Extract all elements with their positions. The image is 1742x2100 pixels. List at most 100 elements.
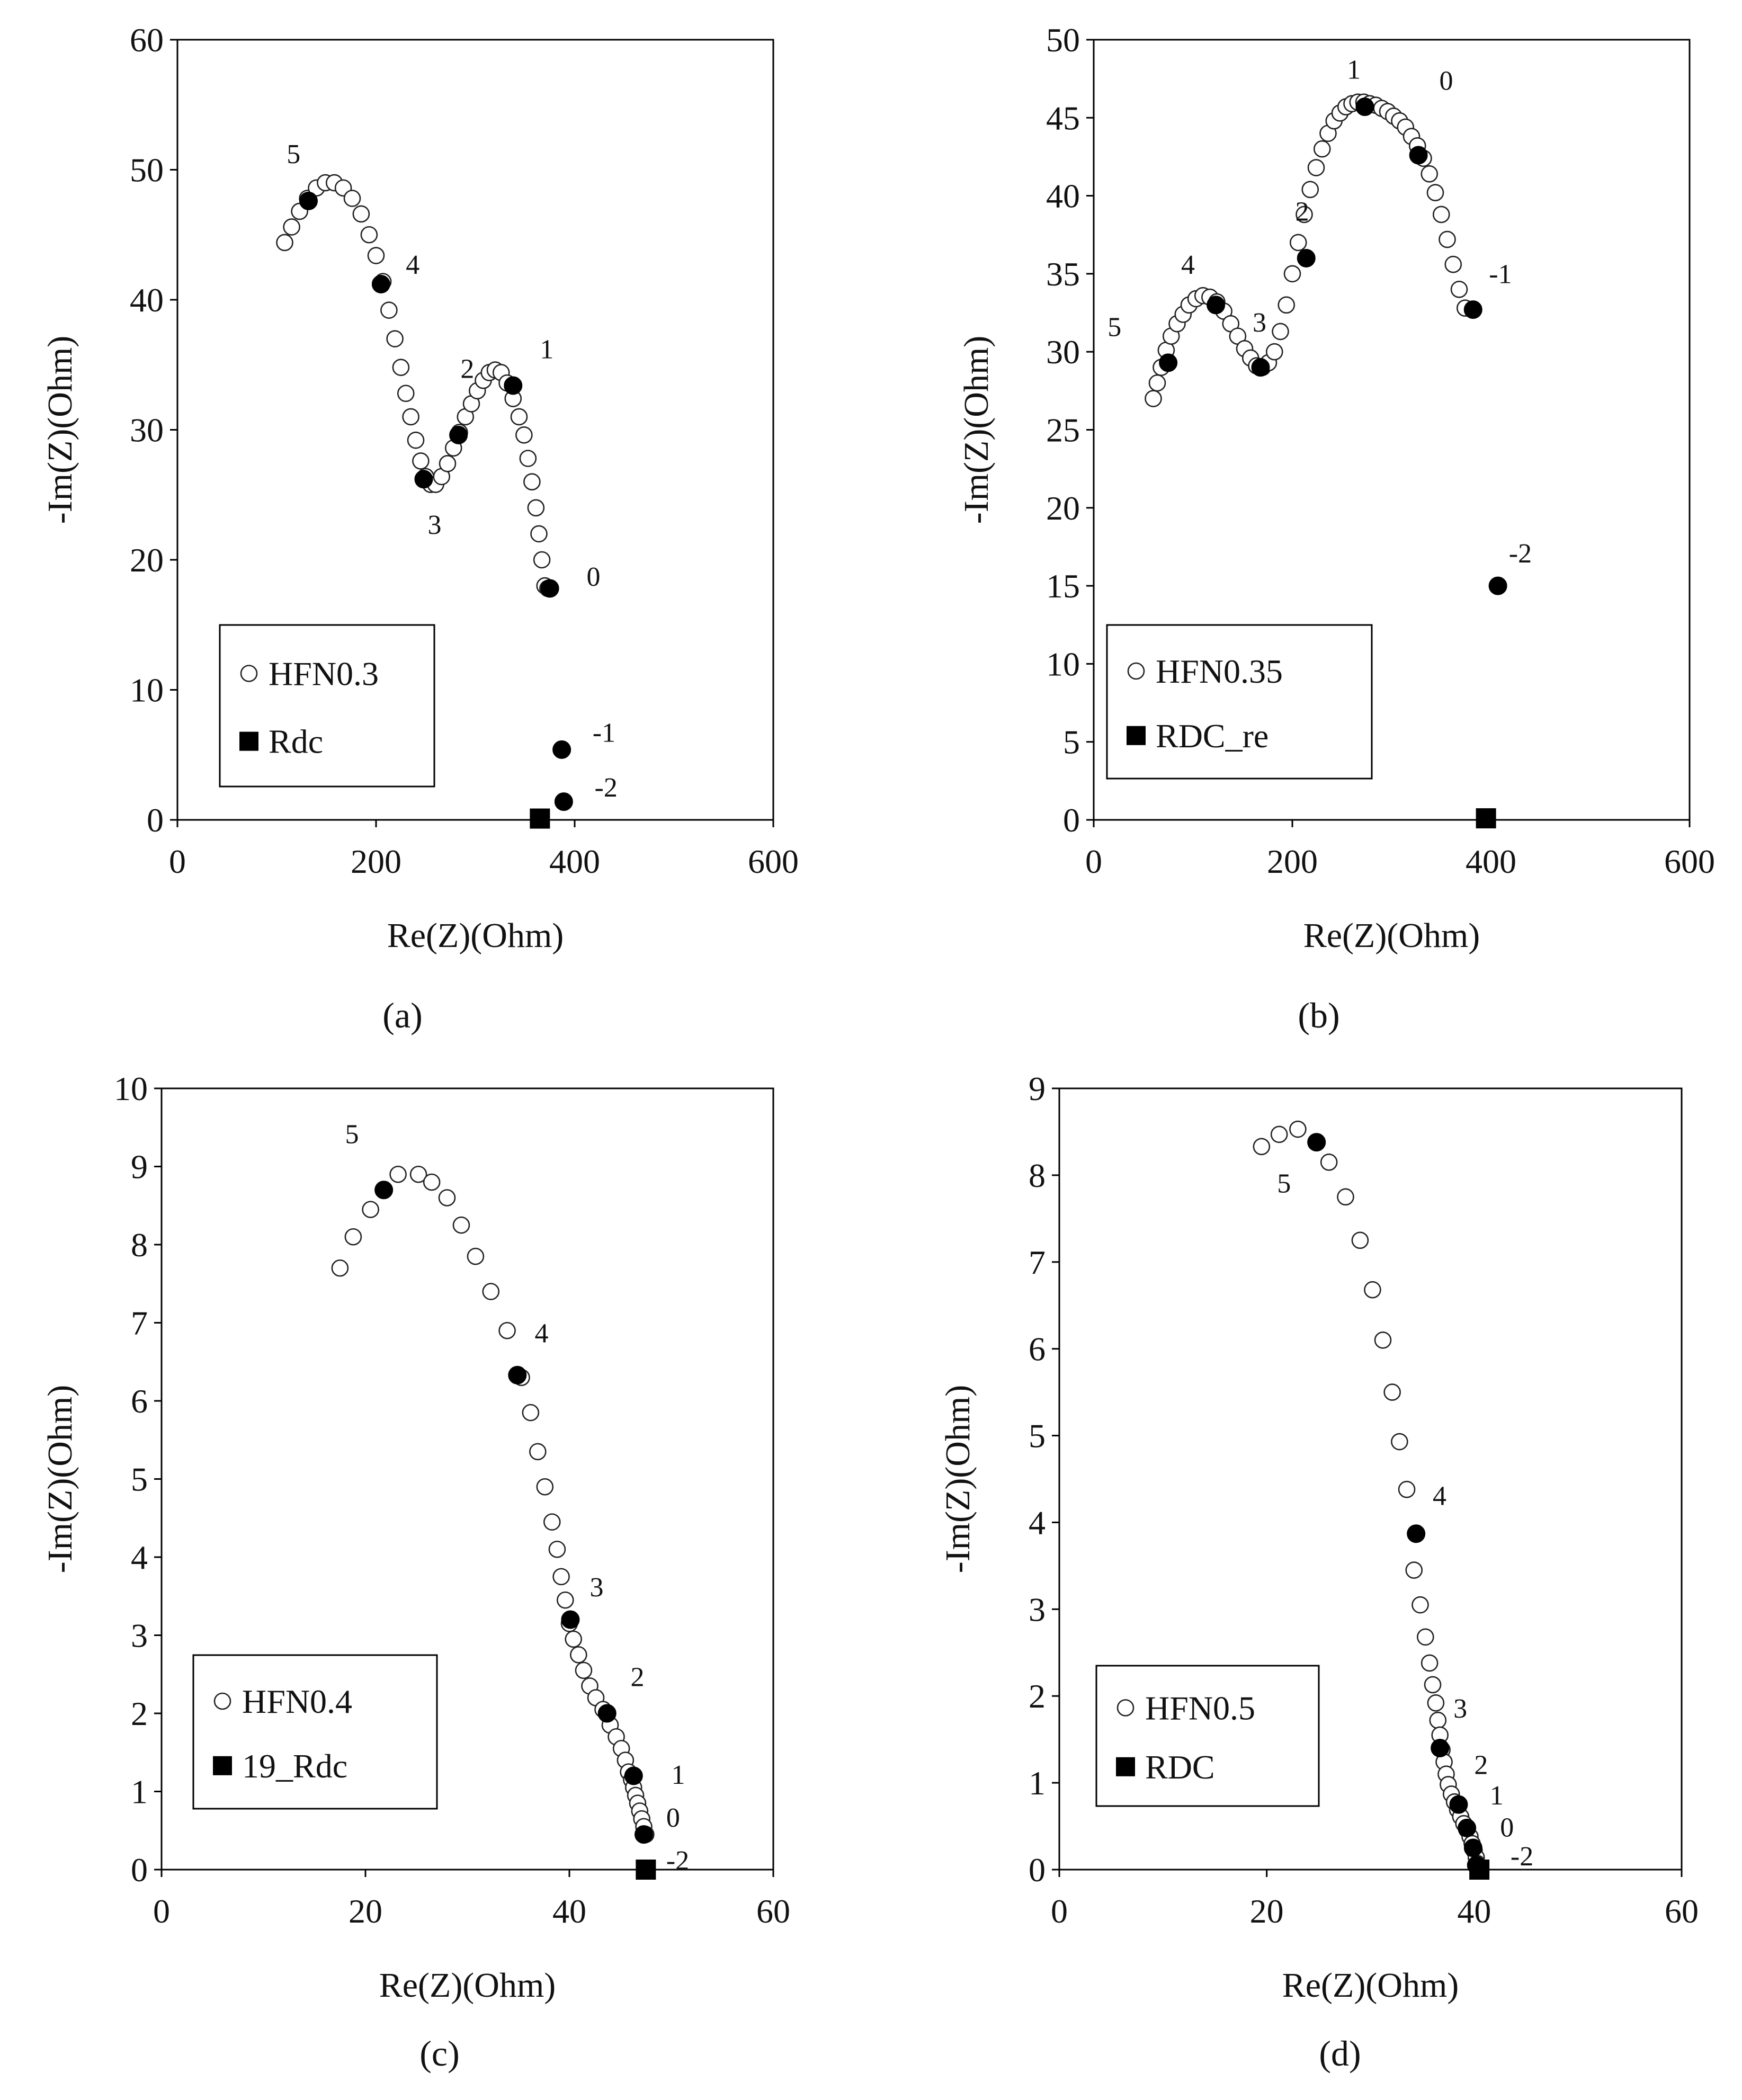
y-axis-label: -Im(Z)(Ohm) xyxy=(957,336,996,524)
data-point-hfn0.4 xyxy=(557,1591,574,1609)
decade-label: 5 xyxy=(1277,1169,1291,1199)
decade-marker-point xyxy=(1297,248,1316,267)
data-point-hfn0.35 xyxy=(1283,265,1301,283)
y-tick-label: 60 xyxy=(130,21,164,59)
y-tick-label: 0 xyxy=(1029,1851,1046,1889)
y-tick-label: 10 xyxy=(114,1070,148,1107)
data-point-hfn0.5 xyxy=(1320,1154,1338,1171)
y-tick-label: 40 xyxy=(1046,177,1080,215)
plot-frame xyxy=(1058,1087,1683,1871)
data-point-hfn0.4 xyxy=(482,1283,500,1300)
y-tick-label: 5 xyxy=(131,1461,148,1498)
dc-resistance-point xyxy=(1476,808,1496,829)
decade-marker-point xyxy=(1458,1818,1477,1837)
data-point-hfn0.5 xyxy=(1391,1433,1408,1451)
data-point-hfn0.3 xyxy=(276,234,293,252)
y-tick-label: 6 xyxy=(131,1382,148,1420)
data-point-hfn0.4 xyxy=(452,1216,470,1234)
data-point-hfn0.35 xyxy=(1145,390,1162,407)
data-point-hfn0.5 xyxy=(1270,1125,1288,1143)
decade-marker-point xyxy=(508,1365,527,1384)
decade-label: 2 xyxy=(1474,1750,1488,1781)
data-point-hfn0.35 xyxy=(1444,255,1462,273)
decade-label: -2 xyxy=(666,1846,689,1876)
data-point-hfn0.3 xyxy=(527,499,545,517)
legend-label-rdc: RDC xyxy=(1145,1748,1215,1786)
y-tick-label: 50 xyxy=(1046,21,1080,59)
legend-label-rdc: RDC_re xyxy=(1156,717,1268,755)
legend-label-series: HFN0.35 xyxy=(1156,653,1283,690)
x-tick-label: 60 xyxy=(1665,1892,1699,1930)
y-tick-label: 35 xyxy=(1046,255,1080,293)
data-point-hfn0.3 xyxy=(352,205,370,223)
data-point-hfn0.4 xyxy=(536,1478,554,1496)
x-axis-label: Re(Z)(Ohm) xyxy=(379,1966,556,2005)
decade-label: -2 xyxy=(1509,539,1532,569)
data-point-hfn0.35 xyxy=(1450,281,1468,298)
data-point-hfn0.5 xyxy=(1427,1694,1445,1712)
x-tick-label: 40 xyxy=(552,1892,586,1930)
x-tick-label: 0 xyxy=(153,1892,170,1930)
y-tick-label: 7 xyxy=(131,1304,148,1342)
legend-box xyxy=(192,1654,438,1810)
data-point-hfn0.35 xyxy=(1313,140,1331,158)
data-point-hfn0.5 xyxy=(1412,1596,1429,1614)
data-point-hfn0.35 xyxy=(1278,296,1296,314)
decade-marker-point xyxy=(552,740,571,759)
y-tick-label: 30 xyxy=(1046,333,1080,371)
caption-c: (c) xyxy=(419,2033,459,2074)
data-point-hfn0.3 xyxy=(533,551,551,569)
decade-label: 1 xyxy=(672,1760,685,1790)
x-tick-label: 200 xyxy=(351,843,401,880)
data-point-hfn0.35 xyxy=(1301,181,1319,199)
data-point-hfn0.5 xyxy=(1383,1383,1401,1401)
x-tick-label: 400 xyxy=(1466,843,1516,880)
x-tick-label: 20 xyxy=(349,1892,382,1930)
decade-marker-point xyxy=(1488,576,1507,595)
x-tick-label: 60 xyxy=(756,1892,790,1930)
y-tick-label: 10 xyxy=(1046,645,1080,683)
x-tick-label: 0 xyxy=(1085,843,1102,880)
decade-label: 5 xyxy=(287,139,300,169)
data-point-hfn0.3 xyxy=(515,426,533,444)
decade-label: 3 xyxy=(1253,308,1266,338)
decade-marker-point xyxy=(1431,1739,1450,1758)
y-tick-label: 1 xyxy=(131,1773,148,1811)
decade-marker-point xyxy=(1207,296,1226,315)
decade-marker-point xyxy=(374,1181,394,1200)
decade-marker-point xyxy=(1307,1133,1326,1152)
y-tick-label: 2 xyxy=(131,1695,148,1732)
y-tick-label: 3 xyxy=(131,1617,148,1655)
y-tick-label: 9 xyxy=(131,1148,148,1186)
data-point-hfn0.35 xyxy=(1148,374,1166,392)
decade-label: -1 xyxy=(593,718,615,748)
data-point-hfn0.3 xyxy=(367,247,385,264)
y-tick-label: 4 xyxy=(1029,1504,1046,1541)
data-point-hfn0.3 xyxy=(343,190,361,207)
data-point-hfn0.5 xyxy=(1424,1676,1442,1694)
y-tick-label: 30 xyxy=(130,412,164,449)
legend-open-circle-icon xyxy=(1127,662,1145,680)
data-point-hfn0.3 xyxy=(283,218,300,236)
x-axis-label: Re(Z)(Ohm) xyxy=(1282,1966,1459,2005)
decade-label: -1 xyxy=(1489,260,1512,290)
y-tick-label: 4 xyxy=(131,1539,148,1576)
y-tick-label: 3 xyxy=(1029,1590,1046,1628)
decade-marker-point xyxy=(1407,1524,1426,1543)
data-point-hfn0.4 xyxy=(575,1661,593,1679)
decade-marker-point xyxy=(1449,1795,1468,1814)
data-point-hfn0.3 xyxy=(386,330,404,347)
decade-label: 0 xyxy=(1500,1813,1514,1843)
data-point-hfn0.35 xyxy=(1289,234,1307,252)
decade-marker-point xyxy=(1355,97,1374,117)
dc-resistance-point xyxy=(1469,1860,1490,1880)
legend-open-circle-icon xyxy=(1116,1699,1134,1717)
data-point-hfn0.35 xyxy=(1265,343,1283,361)
y-tick-label: 0 xyxy=(1063,801,1080,839)
y-tick-label: 10 xyxy=(130,672,164,709)
y-axis-label: -Im(Z)(Ohm) xyxy=(939,1385,977,1574)
caption-b: (b) xyxy=(1298,995,1339,1035)
